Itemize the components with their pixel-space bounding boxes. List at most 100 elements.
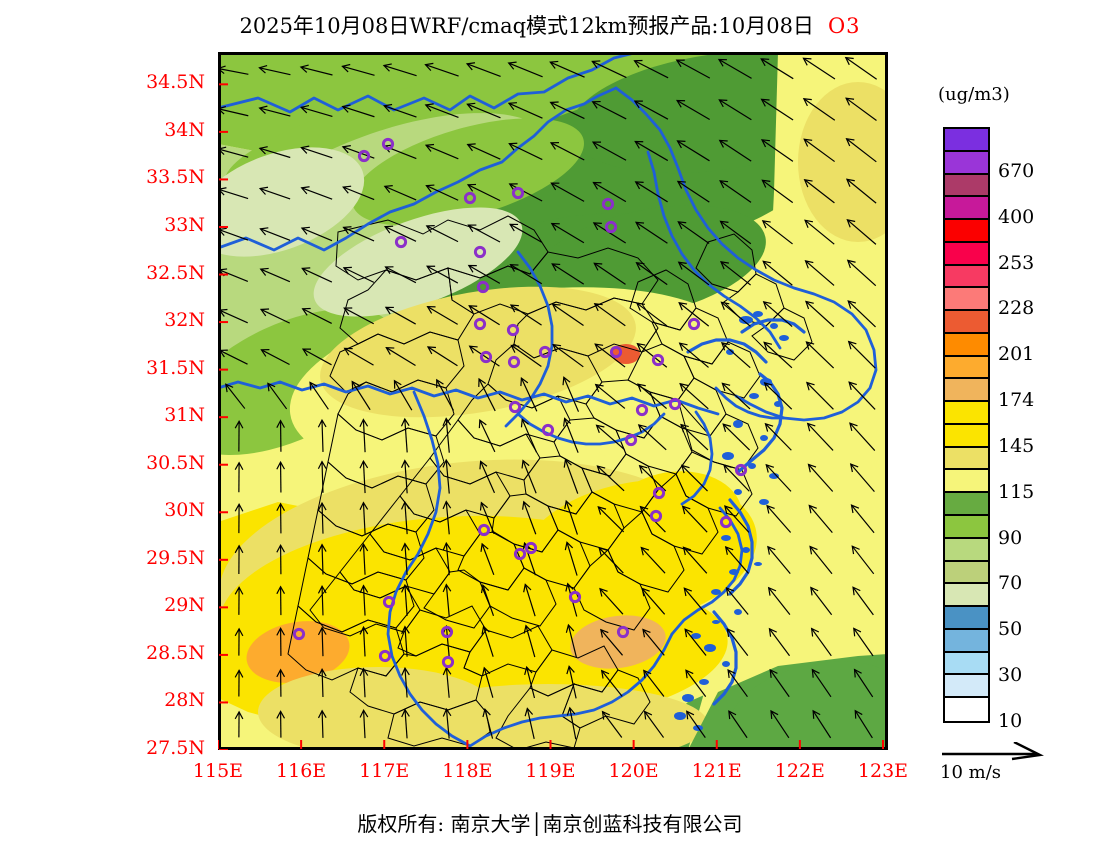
y-axis-tick-31N: 31N xyxy=(164,404,205,427)
city-marker-1 xyxy=(357,149,371,163)
wind-arrow-shaft xyxy=(321,627,324,657)
wind-arrow-shaft xyxy=(509,223,543,243)
wind-arrow-head xyxy=(424,103,434,112)
wind-arrow-shaft xyxy=(362,544,366,575)
wind-arrow-shaft xyxy=(809,546,833,575)
wind-arrow-head xyxy=(258,105,268,114)
wind-arrow-shaft xyxy=(720,220,752,245)
wind-arrow-head xyxy=(848,381,857,391)
wind-arrow-head xyxy=(636,342,646,352)
city-marker-17 xyxy=(668,397,682,411)
wind-arrow-shaft xyxy=(482,626,494,657)
y-axis-tick-29.5N: 29.5N xyxy=(146,546,205,569)
island-1 xyxy=(753,311,763,317)
island-25 xyxy=(712,620,720,624)
wind-arrow-head xyxy=(728,710,737,720)
province-river-11 xyxy=(516,412,666,446)
wind-arrow-head xyxy=(845,178,855,187)
wind-arrow-head xyxy=(234,627,244,637)
city-marker-28 xyxy=(382,595,396,609)
wind-arrow-head xyxy=(480,542,489,552)
wind-arrow-shaft xyxy=(302,267,333,283)
colorbar-band-17 xyxy=(945,516,988,539)
wind-arrow-shaft xyxy=(848,381,876,410)
province-river-10 xyxy=(680,410,714,506)
wind-arrow-head xyxy=(479,460,488,470)
wind-arrow-head xyxy=(359,501,369,511)
wind-arrow-head xyxy=(552,343,562,353)
map-frame xyxy=(218,52,888,750)
colorbar xyxy=(943,127,990,723)
wind-arrow-head xyxy=(591,141,602,150)
city-marker-5 xyxy=(511,186,525,200)
wind-arrow-head xyxy=(507,61,517,70)
wind-arrow-shaft xyxy=(525,625,536,658)
colorbar-band-18 xyxy=(945,538,988,562)
wind-arrow-shaft xyxy=(808,464,834,492)
wind-arrow-head xyxy=(678,342,688,351)
wind-arrow-shaft xyxy=(362,627,366,657)
wind-arrow-head xyxy=(300,186,310,195)
city-marker-14 xyxy=(538,345,552,359)
x-axis-tick-123E: 123E xyxy=(857,760,909,782)
wind-arrow-shaft xyxy=(803,98,836,121)
island-4 xyxy=(726,349,734,355)
x-axis-tick-115E: 115E xyxy=(192,760,244,782)
wind-arrow-shaft xyxy=(767,546,791,574)
copyright-footer: 版权所有: 南京大学│南京创蓝科技有限公司 xyxy=(357,812,743,836)
wind-arrow-head xyxy=(442,707,452,717)
island-14 xyxy=(759,499,769,505)
wind-arrow-head xyxy=(853,668,862,678)
wind-arrow-shaft xyxy=(765,464,792,492)
wind-arrow-shaft xyxy=(259,67,291,76)
wind-arrow-head xyxy=(806,422,816,432)
wind-arrow-shaft xyxy=(468,264,501,284)
wind-arrow-head xyxy=(442,417,452,427)
y-axis-tick-31.5N: 31.5N xyxy=(146,356,205,379)
wind-arrow-shaft xyxy=(847,259,877,287)
wind-arrow-head xyxy=(234,503,244,512)
island-2 xyxy=(770,323,778,329)
wind-arrow-head xyxy=(442,541,452,551)
wind-arrow-head xyxy=(767,586,777,596)
wind-arrow-head xyxy=(401,583,410,593)
wind-arrow-head xyxy=(642,628,651,638)
wind-arrow-head xyxy=(597,506,607,515)
wind-arrow-shaft xyxy=(260,268,291,283)
wind-arrow-head xyxy=(804,219,814,228)
field-blob-n11 xyxy=(313,207,523,317)
wind-arrow-head xyxy=(267,382,276,392)
wind-arrow-head xyxy=(300,226,310,235)
wind-arrow-shaft xyxy=(427,306,458,325)
wind-arrow-shaft xyxy=(852,586,874,616)
wind-arrow-shaft xyxy=(769,669,790,698)
wind-arrow-head xyxy=(683,587,692,597)
wind-arrow-head xyxy=(639,505,649,515)
wind-arrow-head xyxy=(718,99,728,108)
title-species: O3 xyxy=(827,14,861,38)
wind-arrow-shaft xyxy=(803,138,835,163)
wind-arrow-head xyxy=(479,501,488,511)
wind-arrow-shaft xyxy=(678,302,710,327)
wind-arrow-shaft xyxy=(803,57,836,80)
colorbar-band-21 xyxy=(945,607,988,630)
wind-arrow-head xyxy=(507,102,517,111)
wind-arrow-shaft xyxy=(321,461,324,493)
wind-arrow-head xyxy=(643,669,652,679)
wind-arrow-shaft xyxy=(811,669,832,698)
wind-arrow-shaft xyxy=(720,261,752,286)
wind-arrow-shaft xyxy=(321,544,324,575)
wind-arrow-shaft xyxy=(683,587,707,615)
wind-arrow-shaft xyxy=(768,628,791,657)
wind-arrow-head xyxy=(805,381,815,391)
wind-arrow-head xyxy=(343,307,353,316)
wind-arrow-shaft xyxy=(804,219,835,245)
colorbar-band-10 xyxy=(945,356,988,380)
wind-arrow-shaft xyxy=(511,344,542,367)
wind-arrow-head xyxy=(384,266,394,274)
wind-arrow-head xyxy=(383,185,393,194)
wind-arrow-shaft xyxy=(761,98,794,121)
wind-arrow-shaft xyxy=(445,543,450,576)
wind-arrow-shaft xyxy=(384,185,417,201)
wind-arrow-shaft xyxy=(846,138,877,163)
